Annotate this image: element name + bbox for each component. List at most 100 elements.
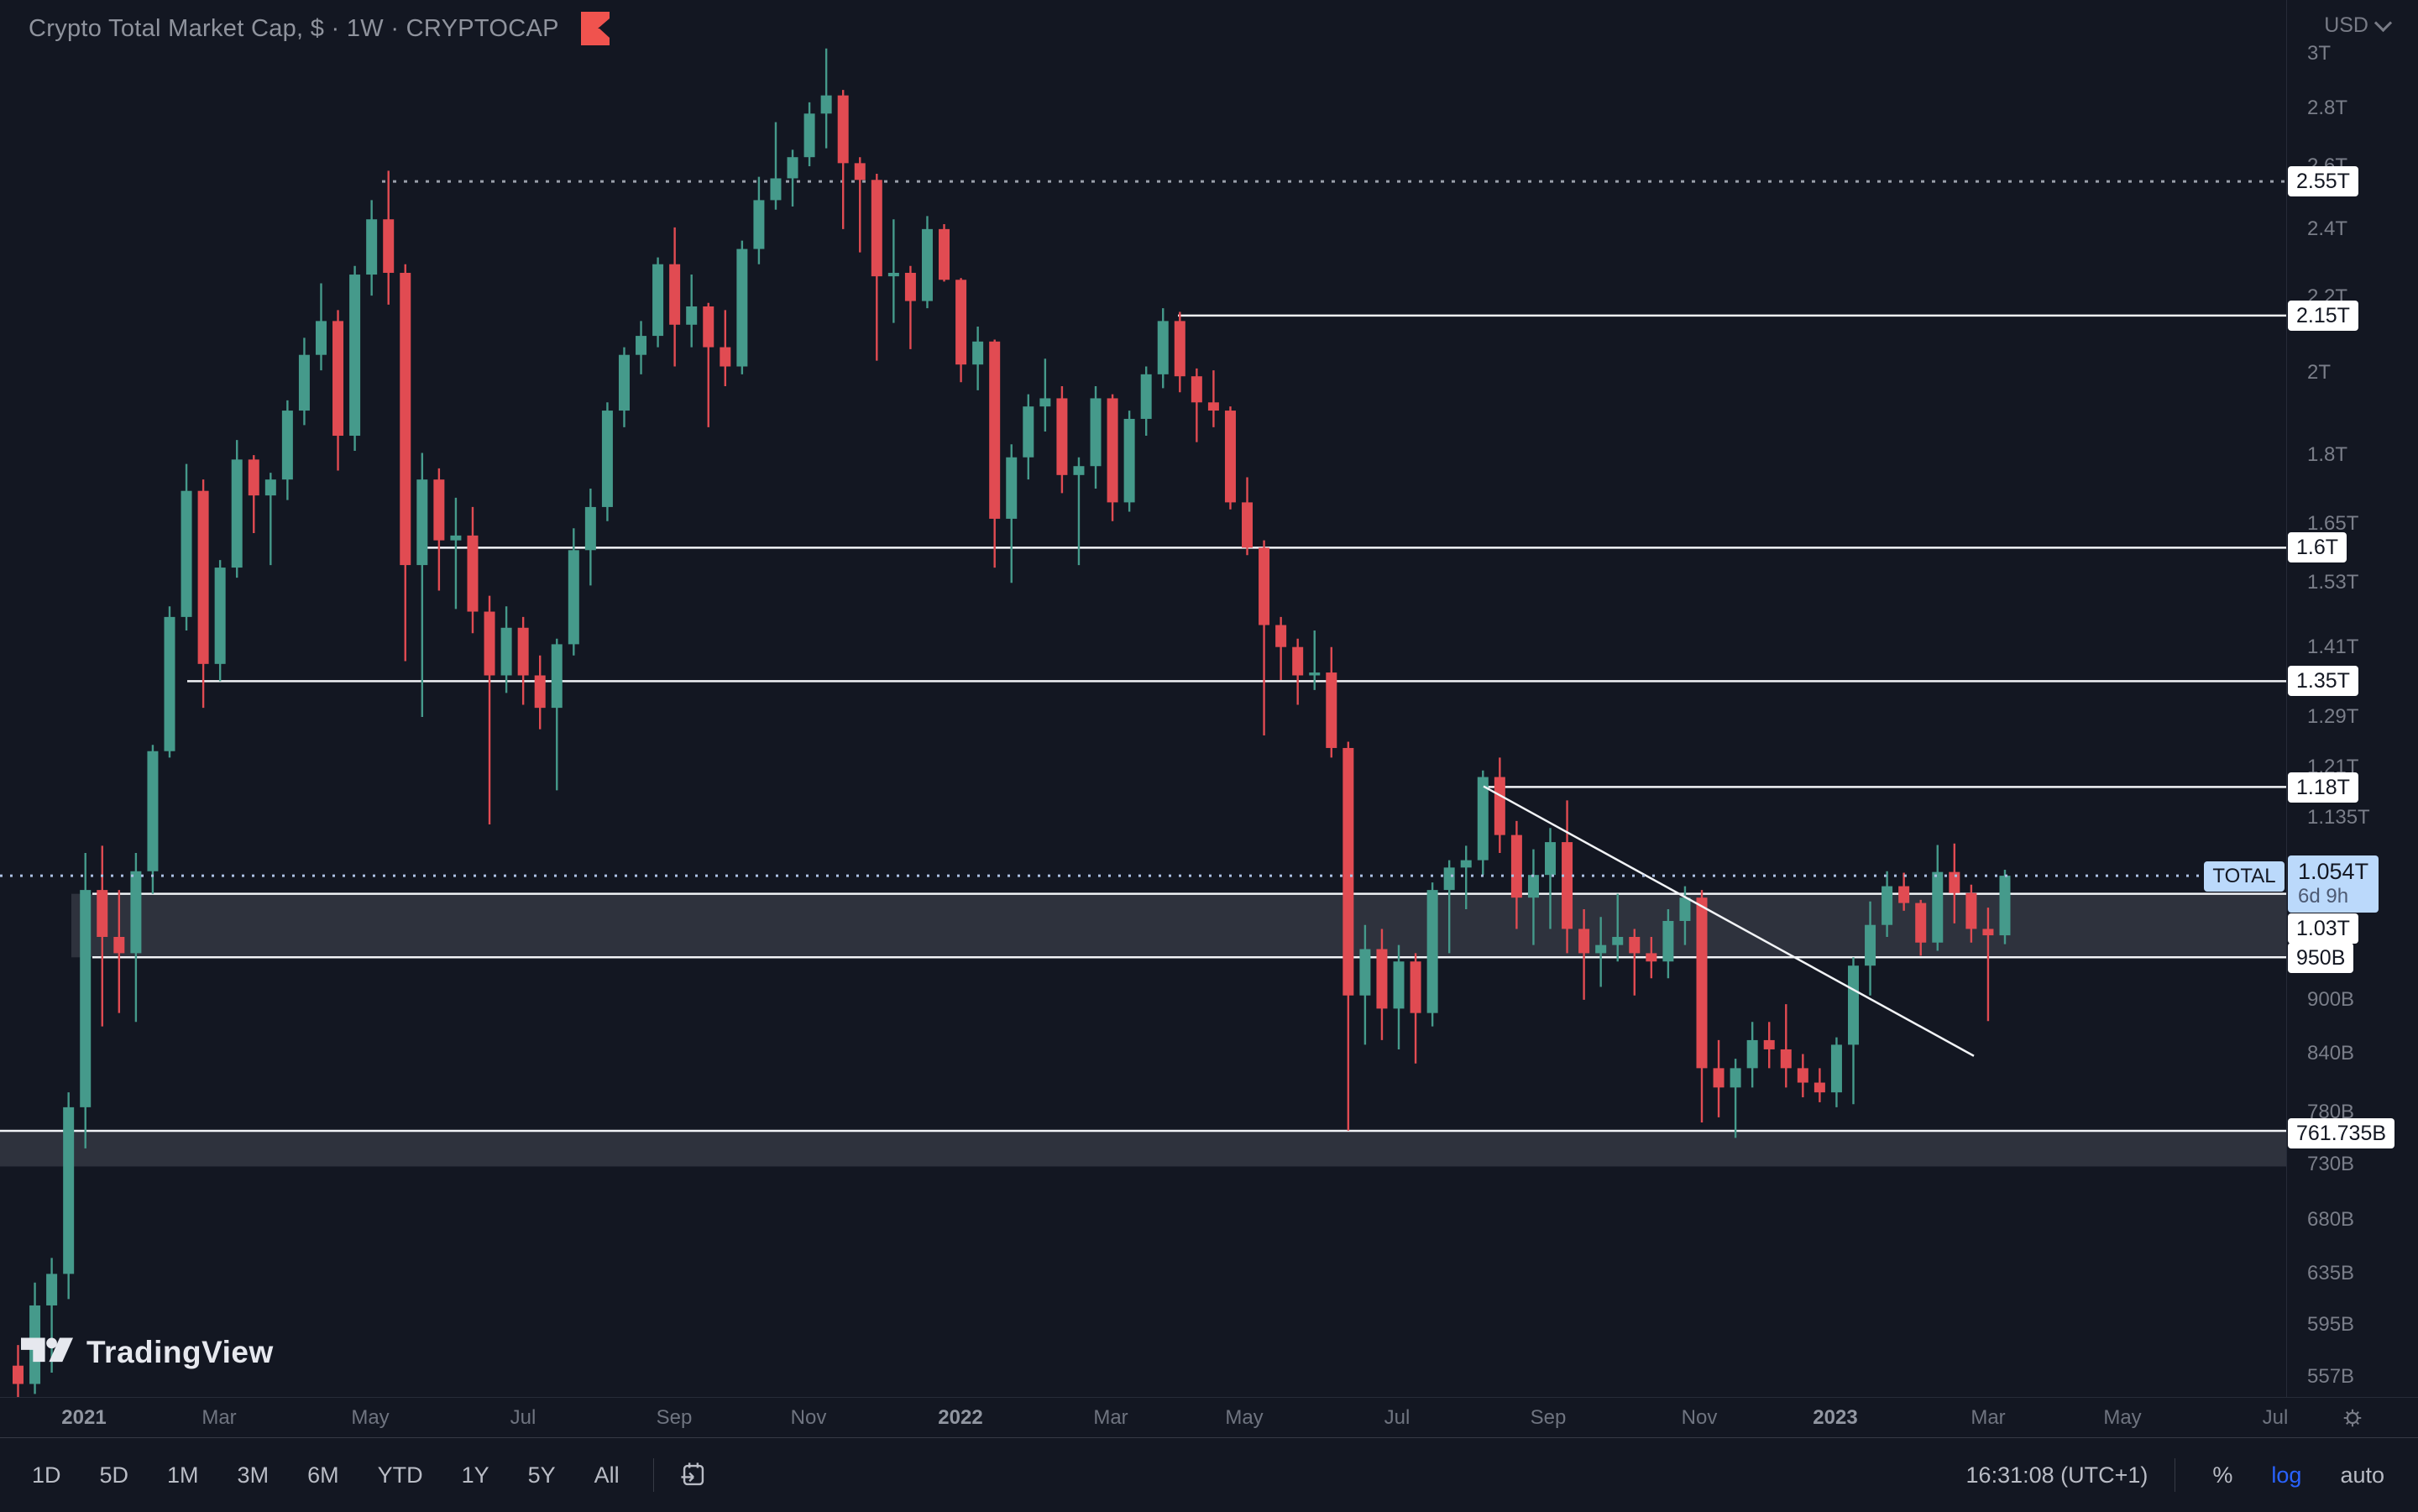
range-button-5D[interactable]: 5D [99, 1462, 129, 1488]
candle [298, 354, 310, 411]
candle [1056, 398, 1068, 475]
candle [1696, 897, 1708, 1069]
candle [1207, 402, 1219, 411]
tradingview-logo-icon [21, 1337, 73, 1363]
time-tick-Jul: Jul [510, 1406, 536, 1429]
range-button-6M[interactable]: 6M [307, 1462, 339, 1488]
candle [1157, 321, 1169, 374]
range-button-All[interactable]: All [594, 1462, 620, 1488]
tradingview-logo[interactable]: TradingView [21, 1333, 274, 1372]
time-tick-Jul: Jul [2262, 1406, 2289, 1429]
auto-scale-button[interactable]: auto [2340, 1462, 2384, 1488]
candle [1999, 876, 2011, 936]
candle [1460, 860, 1472, 868]
go-to-date-icon[interactable] [679, 1461, 708, 1489]
flag-icon[interactable] [580, 12, 610, 45]
percent-scale-button[interactable]: % [2212, 1462, 2233, 1488]
candle [197, 490, 209, 664]
candle [1763, 1039, 1775, 1049]
level-price-label-1.6T: 1.6T [2288, 532, 2347, 562]
candle [517, 627, 529, 676]
price-tick-1.8T: 1.8T [2307, 443, 2348, 467]
candle [887, 272, 899, 277]
range-button-1D[interactable]: 1D [32, 1462, 61, 1488]
descending-trendline[interactable] [1483, 785, 1975, 1057]
time-tick-2021: 2021 [61, 1406, 107, 1429]
price-axis[interactable]: 1.054T 6d 9h 3T2.8T2.6T2.4T2.2T2T1.8T1.6… [2286, 0, 2418, 1397]
candle [1224, 411, 1236, 503]
candle [904, 272, 916, 301]
time-tick-Mar: Mar [202, 1406, 237, 1429]
candle [1679, 897, 1691, 921]
candle [1662, 920, 1674, 962]
candle [80, 890, 92, 1107]
candle [1376, 949, 1388, 1009]
bottom-toolbar: 1D 5D 1M 3M 6M YTD 1Y 5Y All 16:31:08 (UTC+1) % … [0, 1437, 2418, 1512]
candle [1780, 1049, 1792, 1069]
candle [1629, 936, 1641, 954]
log-scale-button[interactable]: log [2271, 1462, 2302, 1488]
candle [1259, 547, 1270, 625]
candle [601, 411, 613, 507]
range-button-3M[interactable]: 3M [237, 1462, 270, 1488]
candle [1039, 398, 1051, 407]
support-zone-rectangle[interactable] [0, 1131, 2286, 1167]
candle [939, 228, 950, 280]
candle [871, 180, 882, 277]
toolbar-right: 16:31:08 (UTC+1) % log auto [1966, 1457, 2418, 1494]
time-tick-May: May [351, 1406, 390, 1429]
level-price-label-2.55T: 2.55T [2288, 166, 2358, 196]
candle [248, 459, 259, 496]
candle [1713, 1068, 1725, 1088]
chart-plot-area[interactable] [0, 0, 2286, 1397]
level-price-label-1.35T: 1.35T [2288, 666, 2358, 696]
range-button-1M[interactable]: 1M [167, 1462, 199, 1488]
price-tick-3T: 3T [2307, 42, 2332, 65]
candle [467, 535, 479, 612]
price-tick-1.53T: 1.53T [2307, 571, 2359, 594]
range-button-5Y[interactable]: 5Y [527, 1462, 556, 1488]
candle [1882, 886, 1893, 925]
candle [181, 490, 192, 617]
range-button-1Y[interactable]: 1Y [461, 1462, 489, 1488]
candle [13, 1365, 24, 1384]
candle [1023, 406, 1034, 458]
candle [720, 347, 731, 367]
price-tick-840B: 840B [2307, 1042, 2355, 1065]
level-price-label-950B: 950B [2288, 943, 2354, 973]
gear-icon[interactable] [2341, 1406, 2364, 1430]
price-tick-595B: 595B [2307, 1313, 2355, 1337]
candle [686, 306, 698, 325]
candle [383, 219, 395, 273]
candle [113, 936, 125, 954]
price-tick-2.4T: 2.4T [2307, 217, 2348, 240]
candle [214, 568, 226, 664]
time-tick-May: May [1225, 1406, 1264, 1429]
level-price-label-1.03T: 1.03T [2288, 913, 2358, 944]
candle [450, 535, 462, 541]
range-switcher: 1D 5D 1M 3M 6M YTD 1Y 5Y All [0, 1456, 708, 1495]
current-price-label: 1.054T 6d 9h [2288, 855, 2379, 913]
candle [669, 264, 681, 325]
candle [315, 321, 327, 355]
price-tick-2T: 2T [2307, 360, 2332, 384]
candle [46, 1274, 58, 1305]
candle [366, 219, 378, 275]
candlestick-chart[interactable] [0, 0, 2286, 1397]
candle [1107, 398, 1118, 503]
candle [1949, 871, 1960, 893]
symbol-title[interactable]: Crypto Total Market Cap, $ · 1W · CRYPTO… [29, 14, 559, 42]
candle [803, 113, 815, 158]
candle [1494, 777, 1505, 835]
currency-selector[interactable]: USD [2324, 13, 2393, 38]
candle [568, 550, 579, 645]
time-axis[interactable]: 2021 Mar May Jul Sep Nov 2022 Mar May Jul Sep Nov 20… [0, 1397, 2418, 1438]
candle [534, 675, 546, 709]
range-button-YTD[interactable]: YTD [377, 1462, 423, 1488]
time-tick-Sep: Sep [656, 1406, 693, 1429]
clock[interactable]: 16:31:08 (UTC+1) [1965, 1462, 2148, 1488]
candle [972, 341, 984, 365]
candle [854, 163, 866, 180]
candle [1242, 502, 1253, 548]
